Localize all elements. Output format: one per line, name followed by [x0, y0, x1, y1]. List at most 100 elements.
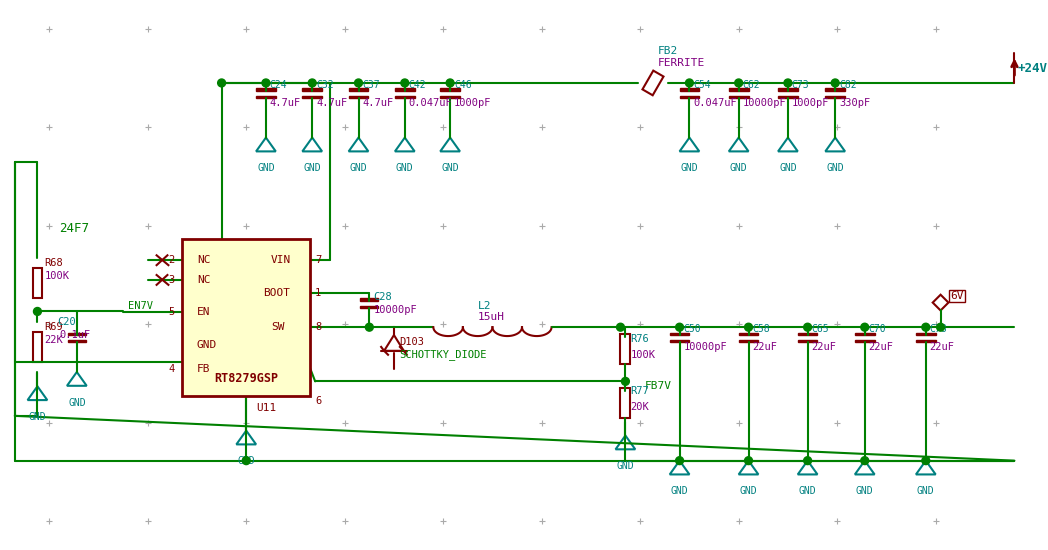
Bar [182, 239, 310, 396]
Text: RT8279GSP: RT8279GSP [214, 372, 279, 385]
Text: FB2: FB2 [658, 46, 678, 57]
Circle shape [860, 323, 869, 331]
Text: SW: SW [270, 322, 284, 332]
Text: 0.047uF: 0.047uF [409, 98, 453, 108]
Text: 1000pF: 1000pF [792, 98, 829, 108]
Bar [670, 340, 690, 343]
Text: C62: C62 [743, 80, 760, 90]
Bar [256, 96, 276, 98]
Text: 10000pF: 10000pF [373, 305, 417, 316]
Circle shape [308, 79, 316, 87]
Bar [739, 333, 759, 335]
Text: C78: C78 [930, 324, 947, 334]
Text: 330pF: 330pF [839, 98, 871, 108]
Text: GND: GND [856, 486, 874, 496]
Text: GND: GND [680, 163, 698, 173]
Bar [728, 96, 748, 98]
Text: VIN: VIN [270, 255, 291, 265]
Bar [32, 332, 42, 362]
Circle shape [262, 79, 270, 87]
Text: L2: L2 [478, 300, 492, 311]
Text: 7: 7 [315, 255, 322, 265]
Text: GND: GND [441, 163, 459, 173]
Bar [303, 89, 322, 91]
Text: C70: C70 [869, 324, 887, 334]
Text: NC: NC [197, 255, 211, 265]
Bar [826, 96, 845, 98]
Bar [679, 96, 699, 98]
Text: GND: GND [28, 412, 46, 422]
Bar [855, 340, 875, 343]
Text: 22uF: 22uF [811, 342, 836, 352]
Circle shape [744, 323, 752, 331]
Circle shape [685, 79, 694, 87]
Circle shape [744, 456, 752, 465]
Text: GND: GND [729, 163, 747, 173]
Bar [395, 96, 415, 98]
Text: 10000pF: 10000pF [743, 98, 786, 108]
Text: GND: GND [304, 163, 321, 173]
Bar [670, 333, 690, 335]
Text: R76: R76 [630, 334, 649, 344]
Text: C37: C37 [363, 80, 380, 90]
Bar [679, 89, 699, 91]
Bar [620, 388, 630, 418]
Text: GND: GND [350, 163, 367, 173]
Circle shape [676, 456, 683, 465]
Text: NC: NC [197, 275, 211, 285]
Text: GND: GND [827, 163, 844, 173]
Bar [798, 340, 817, 343]
Text: C42: C42 [409, 80, 427, 90]
Text: 5: 5 [168, 307, 174, 317]
Circle shape [804, 456, 811, 465]
Bar [361, 306, 378, 308]
Circle shape [831, 79, 839, 87]
Text: 4.7uF: 4.7uF [363, 98, 394, 108]
Text: 22uF: 22uF [752, 342, 778, 352]
Circle shape [616, 323, 625, 331]
Bar [256, 89, 276, 91]
Text: 3: 3 [168, 275, 174, 285]
Text: C28: C28 [373, 292, 392, 301]
Text: 4.7uF: 4.7uF [316, 98, 347, 108]
Text: GND: GND [396, 163, 414, 173]
Bar [349, 96, 368, 98]
Text: GND: GND [257, 163, 275, 173]
Bar [395, 89, 415, 91]
Circle shape [34, 307, 41, 315]
Bar [916, 333, 936, 335]
Circle shape [784, 79, 792, 87]
Text: 100K: 100K [630, 350, 655, 360]
Text: GND: GND [917, 486, 935, 496]
Text: C46: C46 [454, 80, 472, 90]
Bar [778, 89, 798, 91]
Circle shape [400, 79, 409, 87]
Bar [440, 89, 460, 91]
Text: GND: GND [68, 398, 86, 408]
Text: 100K: 100K [44, 271, 69, 281]
Text: 1000pF: 1000pF [454, 98, 492, 108]
Text: C24: C24 [270, 80, 287, 90]
Text: 22K: 22K [44, 335, 63, 345]
Bar [440, 96, 460, 98]
Text: C50: C50 [683, 324, 701, 334]
Text: 2: 2 [168, 255, 174, 265]
Bar [916, 340, 936, 343]
Text: C54: C54 [694, 80, 711, 90]
Bar [728, 89, 748, 91]
Bar [361, 298, 378, 301]
Text: 6: 6 [315, 396, 322, 406]
Text: 4.7uF: 4.7uF [270, 98, 301, 108]
Bar [798, 333, 817, 335]
Text: +24V: +24V [1018, 62, 1047, 75]
Text: 1: 1 [315, 288, 322, 298]
Text: D103: D103 [399, 337, 423, 347]
Text: 22uF: 22uF [869, 342, 894, 352]
Text: 6V: 6V [951, 291, 964, 301]
Circle shape [218, 79, 225, 87]
Circle shape [937, 323, 944, 331]
Text: R69: R69 [44, 322, 63, 332]
Text: EN: EN [197, 307, 211, 317]
Text: 15uH: 15uH [478, 312, 505, 322]
Text: 20K: 20K [630, 402, 649, 412]
